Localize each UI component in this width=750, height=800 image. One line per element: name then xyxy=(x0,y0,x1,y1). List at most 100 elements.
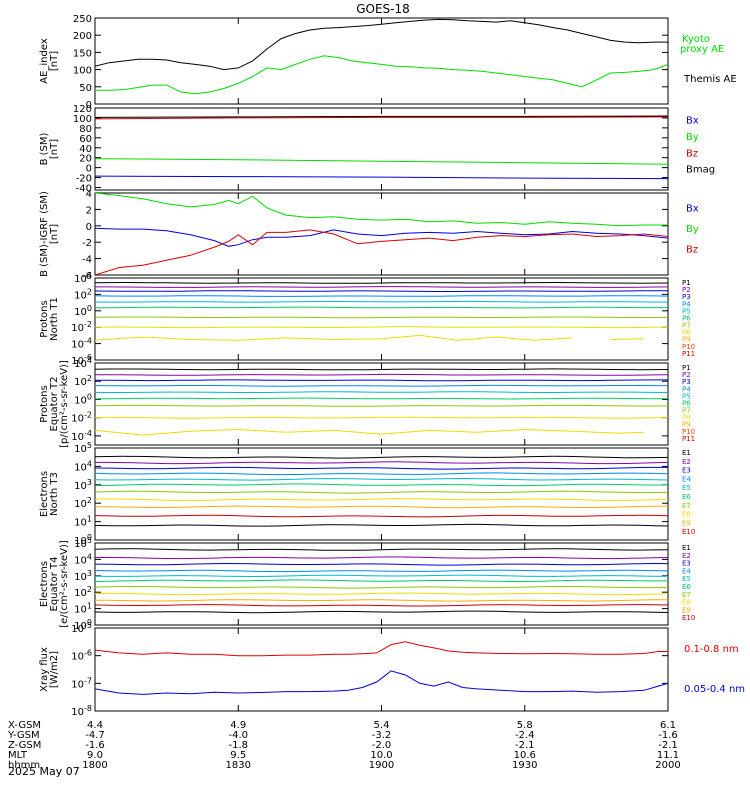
series-line-2 xyxy=(95,55,668,95)
footer-value: 4.9 xyxy=(230,720,246,731)
y-axis-label: North T3 xyxy=(49,472,60,516)
y-axis-label: [e/(cm²-s-sr-keV)] xyxy=(59,540,70,628)
y-tick-exponent: 5 xyxy=(87,536,92,545)
legend-entry: E4 xyxy=(682,475,691,483)
legend-entry: E9 xyxy=(682,519,691,527)
footer-value: 1900 xyxy=(369,760,394,771)
footer-value: 5.4 xyxy=(374,720,390,731)
series-group xyxy=(95,281,668,341)
level-line-4 xyxy=(95,569,668,573)
y-tick-exponent: -4 xyxy=(84,337,92,346)
y-tick-label: 100 xyxy=(73,66,92,77)
y-tick-label: 101 xyxy=(74,602,92,616)
level-line-2 xyxy=(95,461,668,465)
level-line-1 xyxy=(95,368,668,371)
y-axis-label: Equator T2 xyxy=(49,377,60,432)
level-line-5 xyxy=(95,477,668,481)
y-axis-label: Electrons xyxy=(39,471,50,517)
footer-value: -1.6 xyxy=(658,730,678,741)
y-axis-label: [nT] xyxy=(49,51,60,71)
legend-entry: P5 xyxy=(682,392,691,400)
y-tick-exponent: 3 xyxy=(87,569,92,578)
footer-value: 10.6 xyxy=(514,750,536,761)
level-line-8 xyxy=(95,326,668,329)
level-line-2 xyxy=(95,373,668,376)
series-group xyxy=(95,368,668,436)
legend-entry: Bz xyxy=(686,148,698,159)
y-tick-label: 102 xyxy=(74,585,92,599)
legend-entry: P3 xyxy=(682,378,691,386)
legend-entry: E5 xyxy=(682,575,691,583)
y-tick-label: 102 xyxy=(74,374,92,388)
y-axis-label: Equator T4 xyxy=(49,557,60,612)
y-tick-label: 10-6 xyxy=(71,649,92,663)
y-tick-label: 10-2 xyxy=(71,320,92,334)
footer-value: 4.4 xyxy=(87,720,103,731)
y-tick-label: 104 xyxy=(74,552,92,566)
legend-entry: P1 xyxy=(682,364,691,372)
legend-entry: P4 xyxy=(682,385,691,393)
y-axis-label: B (SM) xyxy=(39,132,50,165)
level-line-1 xyxy=(95,455,668,459)
series-line-2 xyxy=(95,158,668,165)
panel-8: 10-8 10-7 10-6 10-5 Xray flux [W/m2] 0.1-0.8 n… xyxy=(39,621,745,718)
y-tick-exponent: 2 xyxy=(87,287,92,296)
legend-entry: E8 xyxy=(682,511,691,519)
footer-row-label: MLT xyxy=(8,750,28,761)
y-tick-label: 101 xyxy=(74,515,92,529)
level-line-11 xyxy=(95,523,668,527)
footer-row-label: Z-GSM xyxy=(8,740,41,751)
footer-value: 5.8 xyxy=(517,720,533,731)
y-axis-label: North T1 xyxy=(49,297,60,341)
y-tick-exponent: -7 xyxy=(84,676,92,685)
legend-entry: E6 xyxy=(682,583,691,591)
series-line-4 xyxy=(95,115,668,118)
series-line-2 xyxy=(95,227,668,247)
y-tick-exponent: 4 xyxy=(87,552,92,561)
legend-entry: E10 xyxy=(682,614,695,622)
y-tick-label: 0 xyxy=(86,222,92,233)
y-tick-label: 104 xyxy=(74,459,92,473)
legend-entry: E7 xyxy=(682,502,691,510)
footer-value: -1.6 xyxy=(85,740,105,751)
y-axis-label: Electrons xyxy=(39,561,50,607)
legend-entry: E4 xyxy=(682,567,691,575)
footer-value: 11.1 xyxy=(657,750,679,761)
footer-value: 1930 xyxy=(512,760,537,771)
y-tick-label: 120 xyxy=(73,104,92,115)
footer-row-label: X-GSM xyxy=(8,720,41,731)
legend-entry: Kyoto xyxy=(682,34,710,45)
level-line-6 xyxy=(95,579,668,582)
legend-entry: E10 xyxy=(682,528,695,536)
legend-entry: Themis AE xyxy=(683,74,737,85)
noisy-series-line xyxy=(95,334,645,341)
level-line-3 xyxy=(95,562,668,566)
legend-entry: P5 xyxy=(682,307,691,315)
y-axis-label: [W/m2] xyxy=(49,651,60,688)
y-tick-label: 20 xyxy=(79,154,92,165)
y-tick-label: -2 xyxy=(82,238,92,249)
level-line-1 xyxy=(95,548,668,551)
y-tick-exponent: -4 xyxy=(84,429,92,438)
legend-entry: P9 xyxy=(682,336,691,344)
y-axis-label: Xray flux xyxy=(39,647,50,692)
series-group xyxy=(95,548,668,614)
legend-entry: P8 xyxy=(682,414,691,422)
y-tick-label: 103 xyxy=(74,569,92,583)
legend-entry: Bz xyxy=(686,244,698,255)
y-tick-exponent: 1 xyxy=(87,515,92,524)
footer-value: -2.0 xyxy=(372,740,392,751)
plot-title: GOES-18 xyxy=(356,2,410,16)
series-group xyxy=(95,18,668,95)
y-axis-label: AE_index xyxy=(39,38,50,84)
footer-value: 1800 xyxy=(82,760,107,771)
y-tick-label: -20 xyxy=(76,174,92,185)
legend-entry: E2 xyxy=(682,552,691,560)
series-group xyxy=(95,193,668,275)
y-axis-label: B (SM)-IGRF (SM) xyxy=(39,191,50,277)
footer-value: 6.1 xyxy=(660,720,676,731)
footer-value: 9.0 xyxy=(87,750,103,761)
date-label: 2025 May 07 xyxy=(8,765,80,778)
